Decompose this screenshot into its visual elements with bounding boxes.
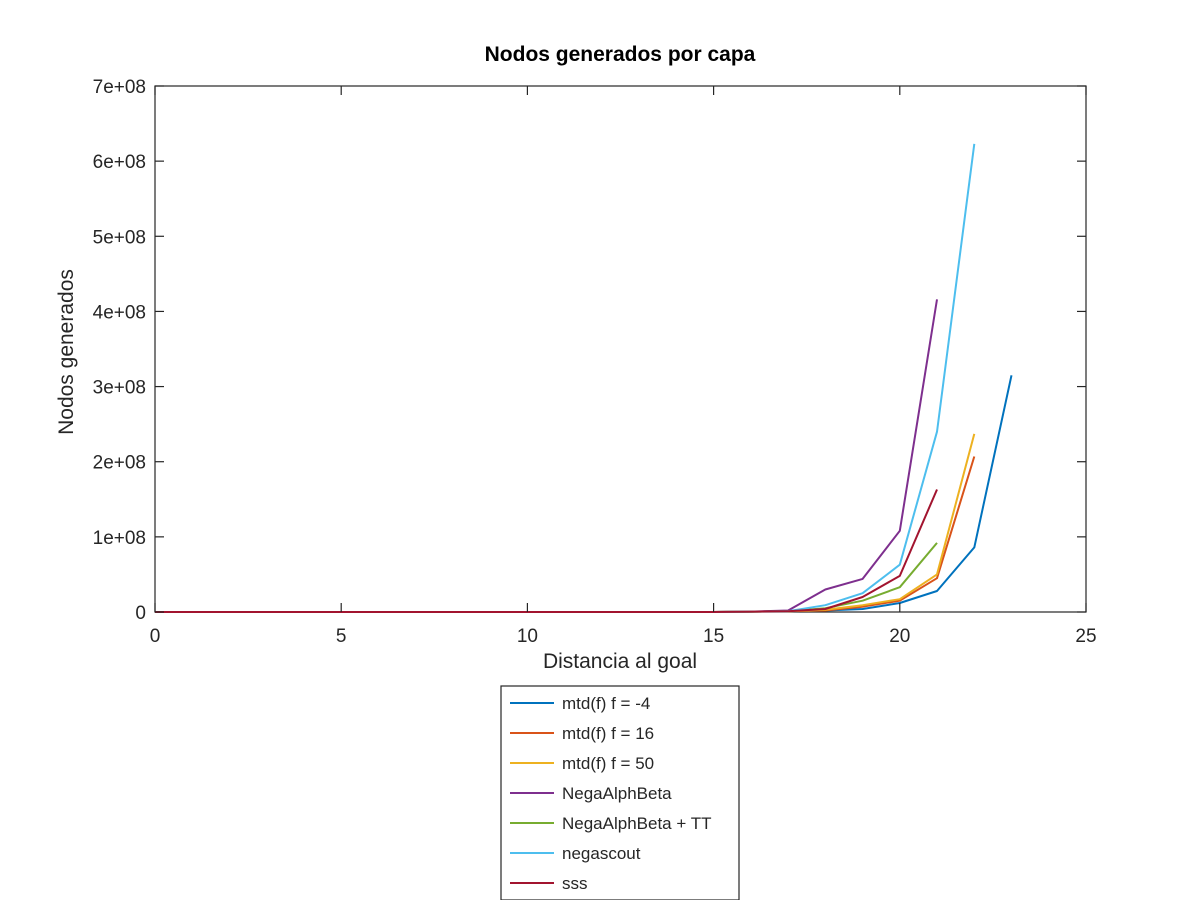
legend-label-6: sss bbox=[562, 874, 588, 893]
chart-title: Nodos generados por capa bbox=[485, 43, 756, 66]
legend-label-0: mtd(f) f = -4 bbox=[562, 694, 650, 713]
y-tick-label: 3e+08 bbox=[93, 378, 146, 399]
series-layer bbox=[155, 143, 1013, 613]
y-axis-label: Nodos generados bbox=[55, 269, 78, 435]
x-tick-label: 10 bbox=[517, 626, 538, 647]
legend-label-5: negascout bbox=[562, 844, 641, 863]
x-tick-label: 20 bbox=[889, 626, 910, 647]
legend: mtd(f) f = -4 mtd(f) f = 16 mtd(f) f = 50 N… bbox=[500, 685, 740, 900]
legend-label-2: mtd(f) f = 50 bbox=[562, 754, 654, 773]
y-tick-label: 1e+08 bbox=[93, 528, 146, 549]
y-tick-label: 6e+08 bbox=[93, 152, 146, 173]
x-tick-label: 5 bbox=[336, 626, 347, 647]
y-tick-label: 4e+08 bbox=[93, 302, 146, 323]
y-tick-label: 2e+08 bbox=[93, 453, 146, 474]
y-tick-label: 5e+08 bbox=[93, 227, 146, 248]
x-tick-label: 0 bbox=[150, 626, 161, 647]
legend-label-4: NegaAlphBeta + TT bbox=[562, 814, 711, 833]
plot-area bbox=[154, 85, 1087, 613]
x-tick-label: 15 bbox=[703, 626, 724, 647]
series-line-6 bbox=[155, 489, 938, 613]
y-tick-label: 7e+08 bbox=[93, 77, 146, 98]
legend-label-1: mtd(f) f = 16 bbox=[562, 724, 654, 743]
axis-ticks: 0 5 10 15 20 25 0 1e+08 2e+08 3e+08 4e+08 5e+08 6e+0… bbox=[93, 77, 1097, 647]
x-tick-label: 25 bbox=[1075, 626, 1096, 647]
y-tick-label: 0 bbox=[135, 603, 146, 624]
legend-label-3: NegaAlphBeta bbox=[562, 784, 672, 803]
x-axis-label: Distancia al goal bbox=[543, 650, 697, 673]
plot-frame bbox=[154, 85, 1087, 613]
